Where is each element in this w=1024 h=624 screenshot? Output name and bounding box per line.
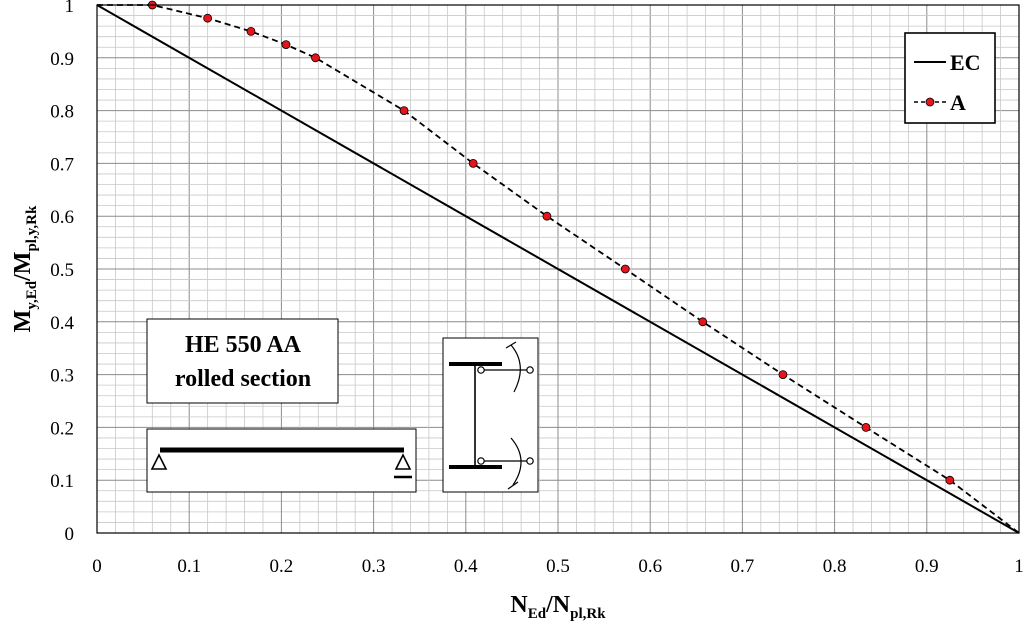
bottom-hinge-left-icon <box>477 457 485 465</box>
section-label-box: HE 550 AA rolled section <box>146 318 339 404</box>
x-tick-label: 1 <box>1014 556 1024 577</box>
series-a-point <box>698 317 708 327</box>
x-tick-label: 0.3 <box>362 556 386 577</box>
y-tick-label: 0.2 <box>50 418 74 439</box>
pin-support-icon <box>150 453 168 470</box>
legend-ec-label: EC <box>950 50 981 75</box>
y-tick-label: 1 <box>65 0 75 17</box>
section-label-frame <box>146 318 339 404</box>
y-tick-label: 0.3 <box>50 366 74 387</box>
x-tick-label: 0.1 <box>177 556 201 577</box>
series-a-point <box>861 422 871 432</box>
x-tick-label: 0.9 <box>915 556 939 577</box>
x-tick-label: 0.5 <box>546 556 570 577</box>
y-tick-label: 0.6 <box>50 207 74 228</box>
x-tick-label: 0.4 <box>454 556 478 577</box>
top-hinge-right-icon <box>526 366 534 374</box>
x-tick-label: 0.7 <box>731 556 755 577</box>
top-moment-arrowhead <box>505 341 517 349</box>
x-axis-title: NEd/Npl,Rk <box>510 592 606 622</box>
roller-support-icon <box>394 453 412 470</box>
x-tick-label: 0.2 <box>270 556 294 577</box>
series-a-point <box>945 475 955 485</box>
series-a-point <box>246 26 256 36</box>
series-a-point <box>620 264 630 274</box>
top-hinge-left-icon <box>477 366 485 374</box>
x-tick-label: 0 <box>92 556 102 577</box>
section-label-line2: rolled section <box>175 366 311 392</box>
x-tick-label: 0.6 <box>638 556 662 577</box>
series-ec-line <box>96 4 1020 534</box>
legend-a-marker <box>925 97 935 107</box>
series-a-point <box>542 211 552 221</box>
x-tick-label: 0.8 <box>823 556 847 577</box>
bottom-hinge-right-icon <box>526 457 534 465</box>
y-tick-label: 0.5 <box>50 260 74 281</box>
series-a-point <box>203 13 213 23</box>
section-label-line1: HE 550 AA <box>185 332 302 358</box>
bottom-moment-arrow-icon <box>510 437 522 486</box>
legend: EC A <box>904 32 996 124</box>
tick-labels: 0 0.1 0.2 0.3 0.4 0.5 0.6 0.7 0.8 0.9 1 0 0.1 0.2 0.3 0… <box>50 0 1024 577</box>
beam-sketch <box>146 428 417 493</box>
y-tick-label: 0 <box>65 524 75 545</box>
series-a-point <box>281 40 291 49</box>
y-tick-label: 0.4 <box>50 313 74 334</box>
beam-sketch-frame <box>146 428 417 493</box>
y-tick-label: 0.7 <box>50 154 74 175</box>
legend-box <box>904 32 996 124</box>
legend-a-label: A <box>950 90 966 115</box>
bottom-moment-arrowhead <box>507 481 519 490</box>
top-moment-arrow-icon <box>510 344 521 393</box>
plot-frame <box>96 4 1020 534</box>
cross-section-sketch <box>442 337 539 493</box>
y-tick-label: 0.1 <box>50 471 74 492</box>
series-layer <box>96 0 1020 534</box>
series-a-point <box>468 158 478 168</box>
y-axis-title: My,Ed/Mpl,y,Rk <box>10 205 40 332</box>
y-tick-label: 0.8 <box>50 102 74 123</box>
series-a-point <box>399 106 409 115</box>
series-a-point <box>311 53 320 63</box>
y-tick-label: 0.9 <box>50 49 74 70</box>
series-a-point <box>778 370 788 380</box>
